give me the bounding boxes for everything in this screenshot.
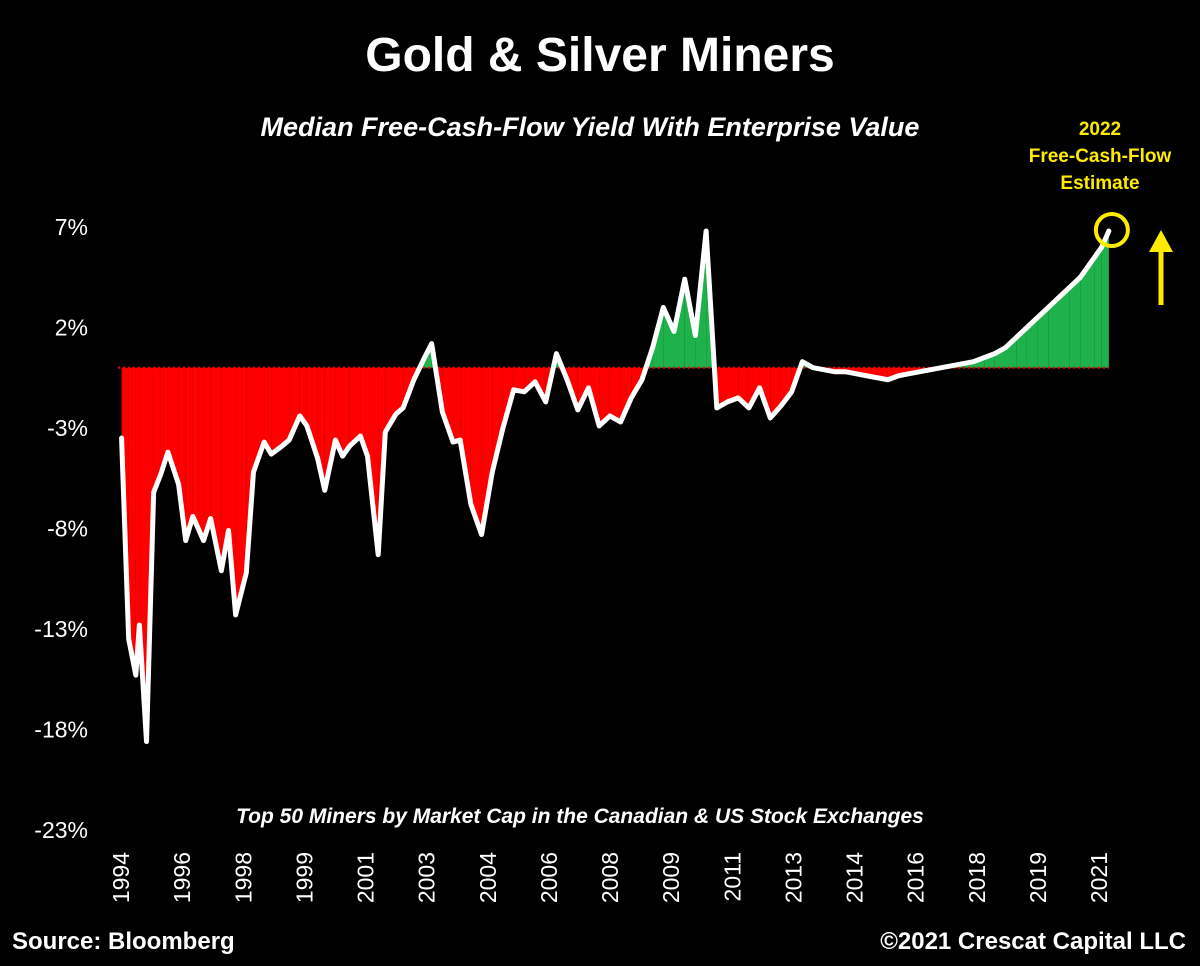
area-segment [492, 367, 503, 473]
area-segment [1005, 337, 1017, 368]
estimate-label-line: Estimate [1060, 173, 1140, 194]
area-segment [1058, 287, 1070, 368]
x-tick-label: 2019 [1025, 852, 1051, 903]
y-tick-label: 2% [55, 315, 88, 341]
estimate-markers [1093, 212, 1173, 305]
area-segment [306, 367, 318, 459]
x-tick-label: 2006 [536, 852, 562, 903]
y-tick-label: 7% [55, 214, 88, 240]
area-segment [324, 367, 336, 491]
estimate-label-line: Free-Cash-Flow [1028, 146, 1172, 167]
area-segment [599, 367, 610, 426]
y-tick-label: -3% [47, 415, 88, 441]
area-segment [192, 367, 204, 541]
y-tick-label: -23% [34, 817, 88, 843]
area-segment [716, 367, 728, 408]
estimate-circle [1093, 212, 1130, 248]
x-tick-label: 2013 [780, 852, 806, 903]
series-line [119, 228, 1112, 745]
y-tick-label: -18% [34, 717, 88, 743]
copyright-label: ©2021 Crescat Capital LLC [880, 928, 1186, 955]
area-segment [235, 367, 247, 615]
area-segment [1037, 307, 1049, 368]
x-tick-label: 2001 [353, 852, 379, 903]
area-segment [135, 367, 140, 676]
area-segment [349, 367, 361, 447]
source-label: Source: Bloomberg [12, 928, 235, 955]
area-segment [153, 367, 161, 493]
area-segment [513, 367, 525, 392]
area-segment [470, 367, 482, 535]
area-segment [264, 367, 272, 455]
area-segment [1094, 247, 1102, 368]
area-segment [481, 367, 493, 535]
area-segment [1026, 317, 1038, 368]
up-arrow-head-icon [1149, 230, 1173, 252]
x-tick-label: 2018 [964, 852, 990, 903]
x-tick-label: 1996 [169, 852, 195, 903]
area-segment [727, 367, 739, 402]
area-segment [442, 367, 454, 443]
x-tick-label: 2016 [903, 852, 929, 903]
x-tick-label: 1994 [108, 852, 134, 903]
area-segment [780, 367, 792, 406]
y-tick-label: -8% [47, 516, 88, 542]
area-segment [524, 367, 536, 392]
series-line-path [119, 228, 1112, 745]
x-tick-label: 2008 [597, 852, 623, 903]
area-segment [460, 367, 471, 505]
x-tick-label: 2014 [842, 852, 868, 903]
area-segment [228, 367, 236, 615]
x-axis-ticks: 1994 1996 1998 1999 2001 2003 2004 2006 2008 2009… [108, 852, 1112, 903]
area-segment [281, 367, 290, 447]
estimate-label-line: 2022 [1078, 119, 1122, 140]
x-tick-label: 2011 [719, 852, 745, 901]
area-segment [342, 367, 350, 457]
area-segment [396, 367, 404, 414]
x-tick-label: 2021 [1086, 852, 1112, 903]
area-segment [1087, 257, 1095, 368]
area-segment [1069, 277, 1081, 368]
area-segment [271, 367, 282, 455]
x-tick-label: 2003 [414, 852, 440, 903]
area-segment [203, 367, 211, 541]
area-segment [185, 367, 193, 541]
area-segment [1048, 297, 1059, 368]
area-segment [299, 367, 307, 426]
x-tick-label: 2004 [475, 852, 501, 903]
x-tick-label: 2009 [658, 852, 684, 903]
area-segment [620, 367, 632, 422]
area-segment [128, 367, 136, 676]
y-axis-ticks: 7% 2% -3% -8% -13% -18% -23% [34, 214, 88, 843]
chart-footnote: Top 50 Miners by Market Cap in the Canad… [236, 805, 924, 828]
estimate-annotation: 2022 Free-Cash-Flow Estimate [1010, 116, 1190, 197]
area-segment [335, 367, 343, 457]
chart-subtitle: Median Free-Cash-Flow Yield With Enterpr… [260, 112, 920, 142]
area-segment [609, 367, 621, 422]
area-segment [221, 367, 229, 571]
area-fills [118, 231, 1109, 742]
area-segment [1101, 231, 1109, 368]
y-tick-label: -13% [34, 616, 88, 642]
area-segment [1080, 267, 1088, 368]
chart-title: Gold & Silver Miners [365, 29, 835, 82]
area-segment [360, 367, 368, 457]
x-tick-label: 1998 [230, 852, 256, 903]
area-segment [160, 367, 168, 475]
area-segment [453, 367, 461, 443]
area-segment [663, 307, 675, 368]
x-tick-label: 1999 [291, 852, 317, 903]
